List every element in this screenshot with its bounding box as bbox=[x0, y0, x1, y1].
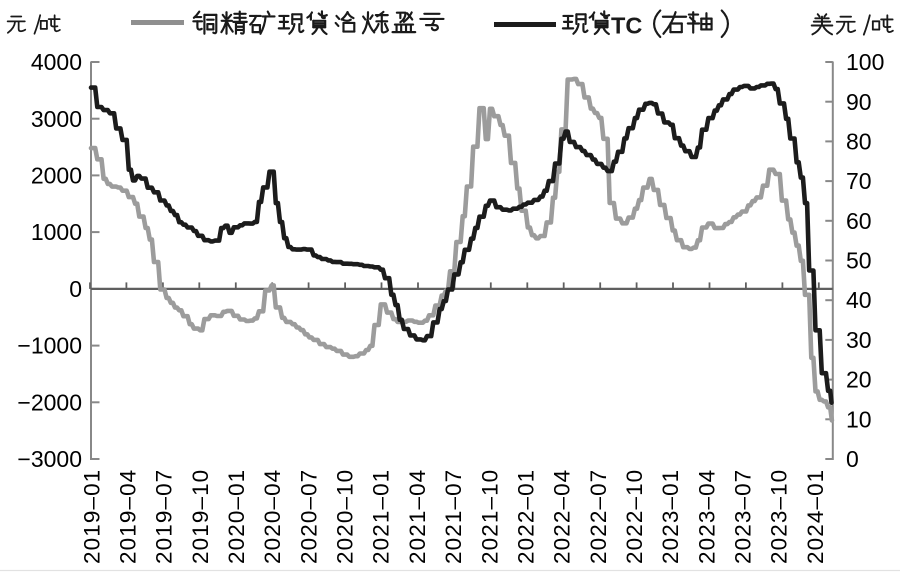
svg-text:2023–01: 2023–01 bbox=[658, 469, 683, 564]
svg-text:2000: 2000 bbox=[31, 163, 82, 189]
svg-text:2022–07: 2022–07 bbox=[586, 469, 611, 564]
svg-text:100: 100 bbox=[846, 49, 884, 75]
svg-text:2021–01: 2021–01 bbox=[369, 469, 394, 564]
svg-text:2020–04: 2020–04 bbox=[260, 469, 285, 564]
svg-text:40: 40 bbox=[846, 287, 872, 313]
svg-text:30: 30 bbox=[846, 327, 872, 353]
svg-text:50: 50 bbox=[846, 248, 872, 274]
svg-text:0: 0 bbox=[846, 446, 859, 472]
svg-text:2022–01: 2022–01 bbox=[514, 469, 539, 564]
svg-text:TC: TC bbox=[611, 13, 642, 39]
svg-text:2019–10: 2019–10 bbox=[188, 469, 213, 564]
svg-text:−2000: −2000 bbox=[17, 389, 82, 415]
svg-text:70: 70 bbox=[846, 168, 872, 194]
svg-text:2023–10: 2023–10 bbox=[767, 469, 792, 564]
svg-text:2021–07: 2021–07 bbox=[441, 469, 466, 564]
svg-text:−3000: −3000 bbox=[17, 446, 82, 472]
svg-text:3000: 3000 bbox=[31, 106, 82, 132]
svg-text:2021–10: 2021–10 bbox=[477, 469, 502, 564]
svg-text:60: 60 bbox=[846, 208, 872, 234]
svg-text:2020–10: 2020–10 bbox=[333, 469, 358, 564]
svg-text:2019–01: 2019–01 bbox=[79, 469, 104, 564]
svg-text:10: 10 bbox=[846, 406, 872, 432]
svg-text:2021–04: 2021–04 bbox=[405, 469, 430, 564]
svg-text:2022–10: 2022–10 bbox=[622, 469, 647, 564]
svg-text:−1000: −1000 bbox=[17, 333, 82, 359]
svg-text:2019–07: 2019–07 bbox=[152, 469, 177, 564]
svg-text:2023–07: 2023–07 bbox=[731, 469, 756, 564]
svg-text:0: 0 bbox=[69, 276, 82, 302]
svg-text:2020–07: 2020–07 bbox=[296, 469, 321, 564]
svg-text:2023–04: 2023–04 bbox=[694, 469, 719, 564]
svg-text:2022–04: 2022–04 bbox=[550, 469, 575, 564]
svg-text:90: 90 bbox=[846, 89, 872, 115]
svg-text:2019–04: 2019–04 bbox=[116, 469, 141, 564]
svg-text:2020–01: 2020–01 bbox=[224, 469, 249, 564]
svg-text:80: 80 bbox=[846, 129, 872, 155]
svg-text:4000: 4000 bbox=[31, 49, 82, 75]
svg-text:20: 20 bbox=[846, 367, 872, 393]
svg-text:2024–01: 2024–01 bbox=[803, 469, 828, 564]
svg-text:1000: 1000 bbox=[31, 219, 82, 245]
